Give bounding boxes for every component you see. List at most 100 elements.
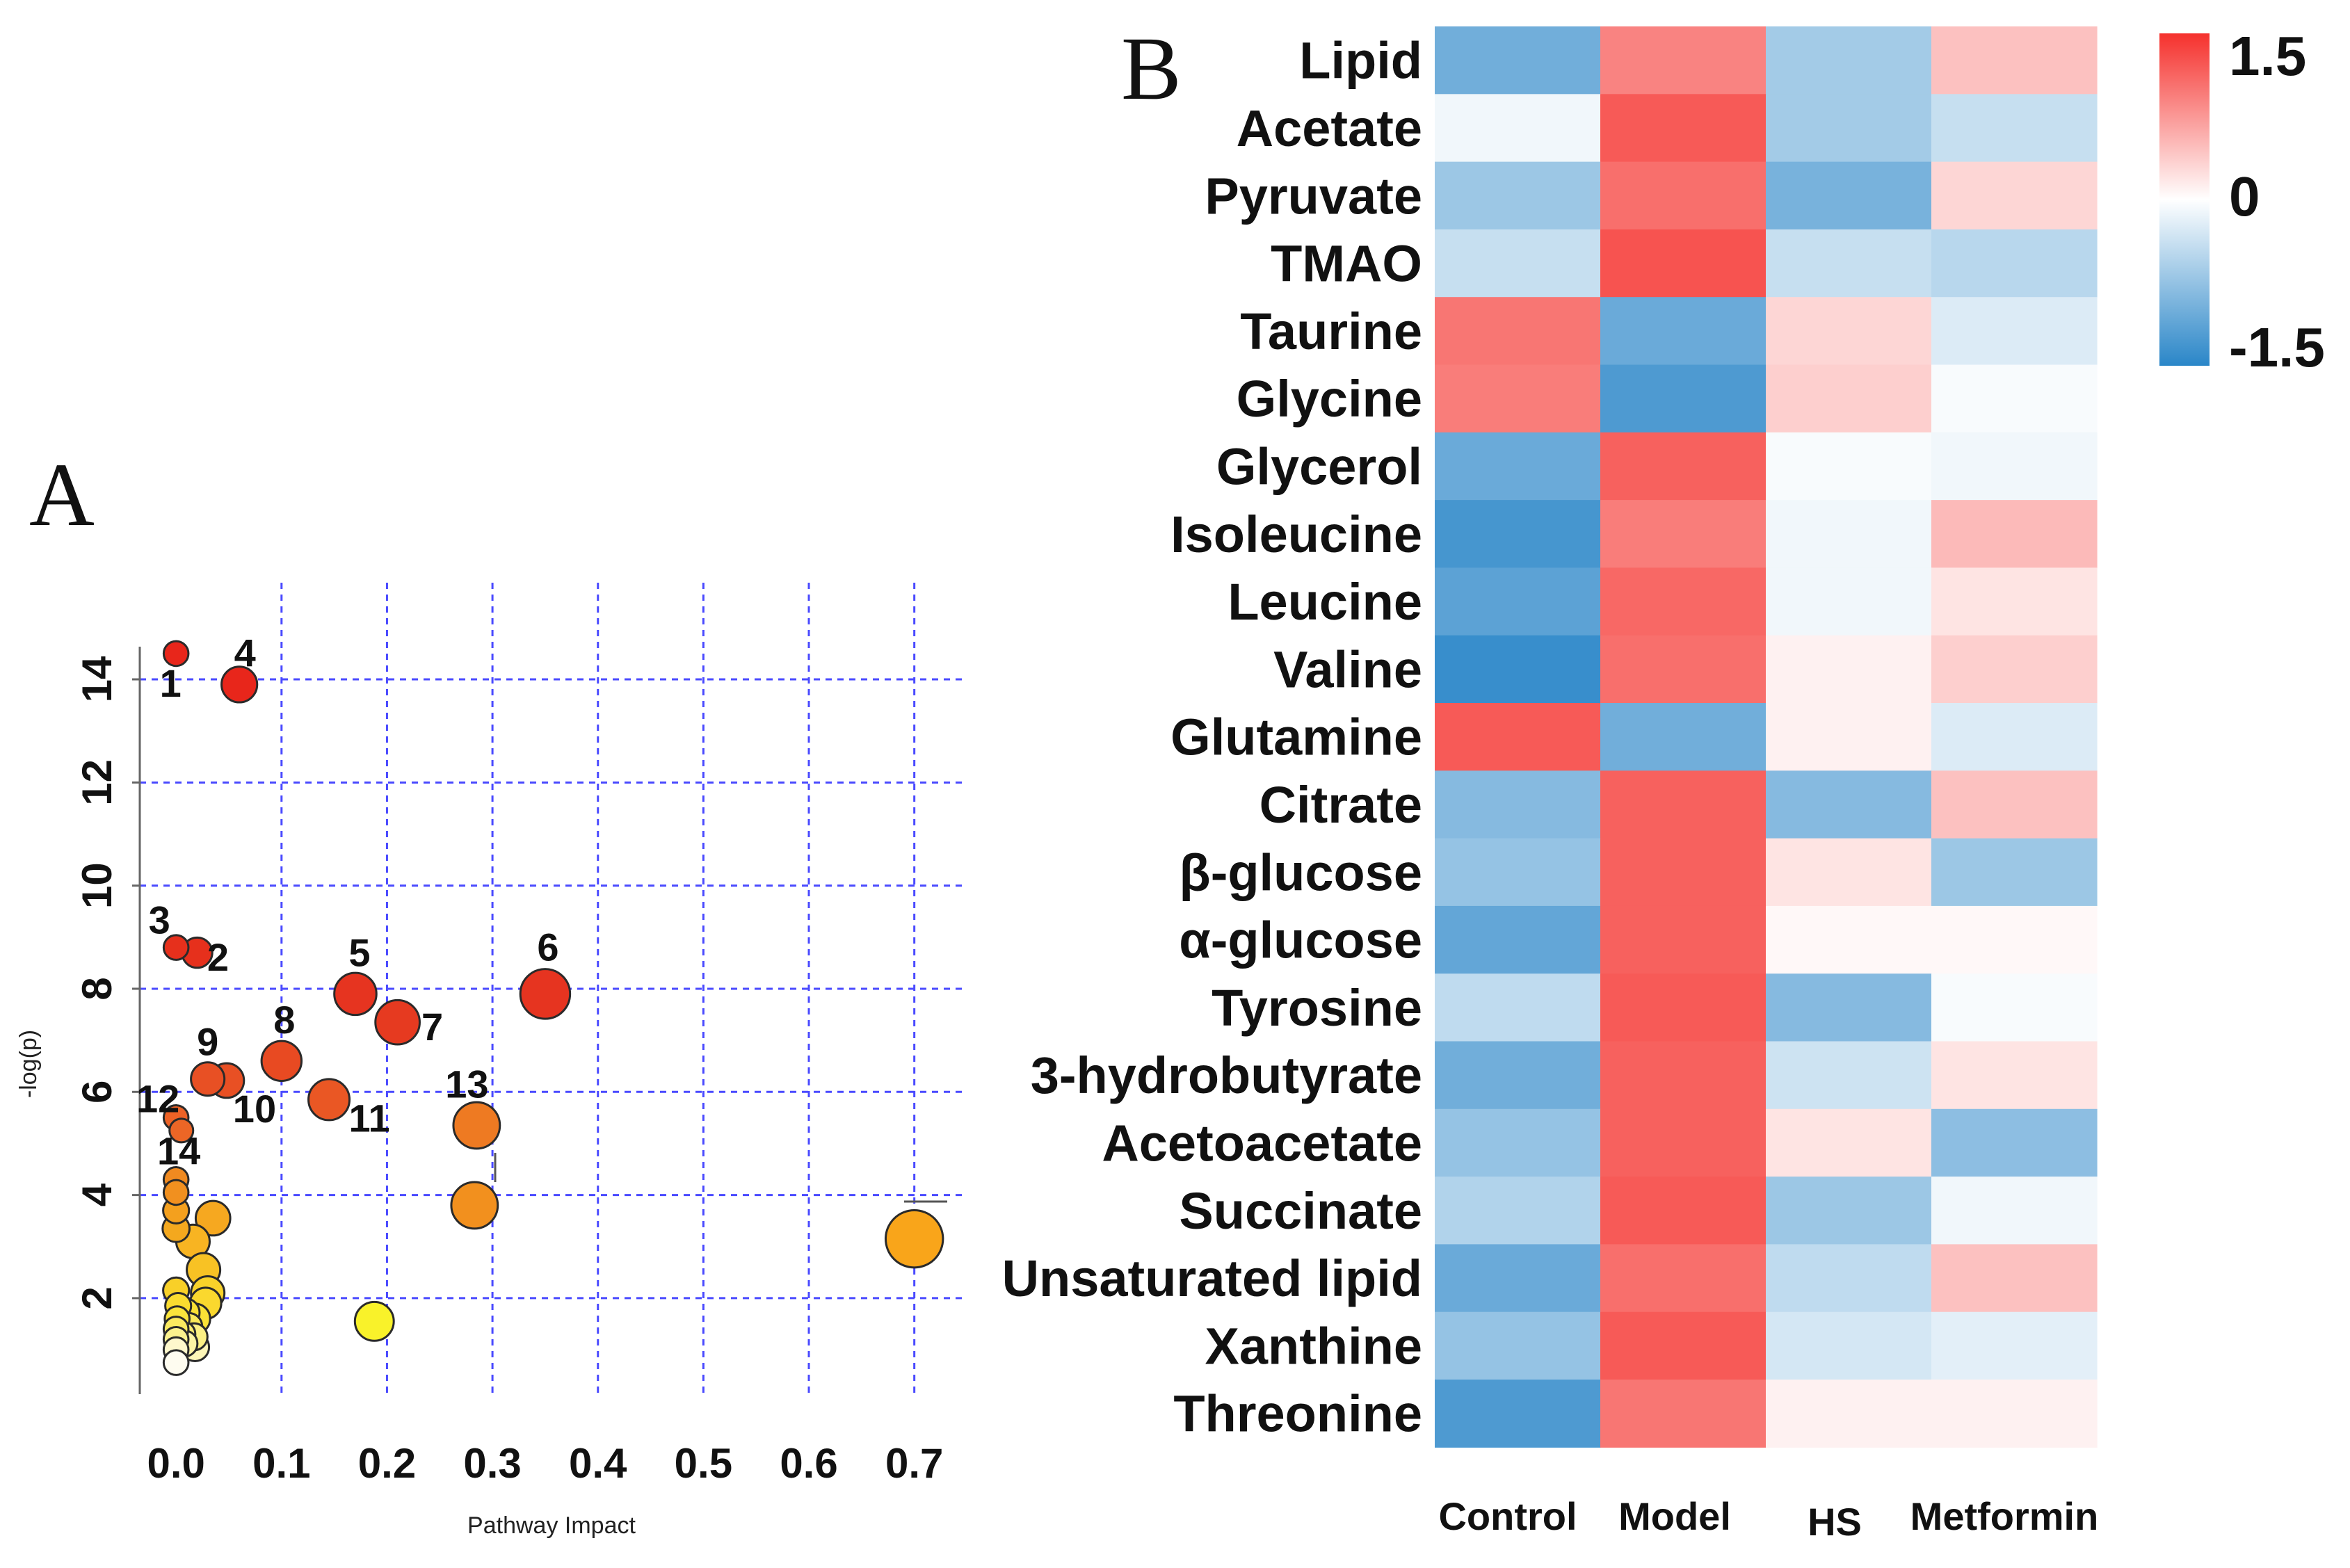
heatmap-cell xyxy=(1600,973,1766,1042)
heatmap-cell xyxy=(1766,1311,1932,1380)
heatmap-row-label: Acetoacetate xyxy=(1102,1114,1422,1172)
scatter-point xyxy=(162,1179,190,1206)
heatmap-cell xyxy=(1600,838,1766,907)
heatmap-cell xyxy=(1931,1177,2098,1245)
heatmap-cell xyxy=(1435,973,1601,1042)
point-label-5: 5 xyxy=(348,930,370,974)
heatmap-cell xyxy=(1435,703,1601,771)
scatter-point xyxy=(162,1349,190,1376)
heatmap-cell xyxy=(1600,364,1766,433)
scatter-points xyxy=(161,640,944,1376)
heatmap-row-label: Unsaturated lipid xyxy=(1002,1250,1422,1307)
point-label-2: 2 xyxy=(207,935,229,979)
y-axis-title: -log(p) xyxy=(15,1030,42,1098)
heatmap-row-label: Acetate xyxy=(1237,99,1422,157)
scatter-point xyxy=(168,1117,195,1144)
heatmap-cell xyxy=(1435,432,1601,501)
heatmap-cell xyxy=(1600,1041,1766,1110)
heatmap-cell xyxy=(1600,26,1766,95)
point-label-14: 14 xyxy=(157,1129,200,1172)
panel-b-letter: B xyxy=(1121,19,1182,119)
scatter-point-7 xyxy=(374,999,421,1046)
y-tick-labels: 2 4 6 8 10 12 14 xyxy=(74,656,120,1310)
heatmap-cell xyxy=(1600,1177,1766,1245)
heatmap-row-label: β-glucose xyxy=(1180,843,1422,901)
heatmap-cell xyxy=(1931,1244,2098,1313)
point-label-4: 4 xyxy=(234,631,256,674)
heatmap-column-label: Model xyxy=(1618,1494,1731,1538)
x-tick-label: 0.5 xyxy=(675,1440,732,1487)
scatter-point-3 xyxy=(162,934,190,961)
scatter-point-9 xyxy=(190,1061,226,1097)
scatter-point-5 xyxy=(333,971,378,1017)
scatter-point-13 xyxy=(452,1101,501,1150)
heatmap-cell xyxy=(1766,229,1932,298)
heatmap-cell xyxy=(1600,500,1766,568)
heatmap-cell xyxy=(1766,432,1932,501)
heatmap-row-label: Xanthine xyxy=(1205,1317,1422,1375)
x-tick-labels: 0.0 0.1 0.2 0.3 0.4 0.5 0.6 0.7 xyxy=(147,1440,943,1487)
heatmap-cell xyxy=(1600,770,1766,839)
heatmap-cell xyxy=(1600,297,1766,366)
heatmap-cell xyxy=(1435,26,1601,95)
heatmap-cell xyxy=(1931,1380,2098,1448)
heatmap-cell xyxy=(1435,1311,1601,1380)
heatmap-cell xyxy=(1435,1244,1601,1313)
colorbar-min-label: -1.5 xyxy=(2229,316,2325,378)
heatmap-row-label: Valine xyxy=(1273,640,1422,698)
x-tick-label: 0.3 xyxy=(463,1440,521,1487)
heatmap-cell xyxy=(1766,500,1932,568)
scatter-point-11 xyxy=(307,1078,351,1122)
heatmap-cell xyxy=(1766,161,1932,230)
x-tick-label: 0.6 xyxy=(780,1440,837,1487)
heatmap-cell xyxy=(1931,905,2098,974)
heatmap-cell xyxy=(1931,94,2098,163)
x-axis-title: Pathway Impact xyxy=(467,1512,636,1539)
heatmap-cell xyxy=(1766,1041,1932,1110)
panel-a-letter: A xyxy=(29,445,95,545)
heatmap-cell xyxy=(1435,364,1601,433)
y-tick-label: 10 xyxy=(74,862,120,909)
heatmap-column-labels: Control Model HS Metformin xyxy=(1438,1494,2098,1544)
heatmap-cell xyxy=(1931,432,2098,501)
point-label-1: 1 xyxy=(160,661,182,705)
scatter-point-6 xyxy=(519,968,572,1020)
colorbar-max-label: 1.5 xyxy=(2229,25,2306,87)
heatmap-cell xyxy=(1435,1380,1601,1448)
heatmap-cell xyxy=(1435,1108,1601,1177)
heatmap-cell xyxy=(1766,905,1932,974)
heatmap-cell xyxy=(1931,838,2098,907)
heatmap-cell xyxy=(1600,703,1766,771)
point-label-3: 3 xyxy=(149,898,170,942)
scatter-point-8 xyxy=(260,1040,303,1083)
y-tick-label: 8 xyxy=(74,977,120,1000)
heatmap-cell xyxy=(1600,567,1766,636)
point-label-8: 8 xyxy=(273,998,295,1042)
heatmap-row-label: Taurine xyxy=(1240,302,1422,360)
heatmap-cell xyxy=(1766,1380,1932,1448)
heatmap-cell xyxy=(1766,364,1932,433)
heatmap-cell xyxy=(1766,1108,1932,1177)
heatmap-cell xyxy=(1931,1311,2098,1380)
heatmap-row-label: 3-hydrobutyrate xyxy=(1031,1046,1422,1104)
heatmap-row-label: Lipid xyxy=(1299,32,1422,90)
heatmap-cell xyxy=(1766,1244,1932,1313)
heatmap-row-label: Glutamine xyxy=(1170,709,1422,766)
heatmap-cell xyxy=(1435,838,1601,907)
heatmap-cell xyxy=(1600,1244,1766,1313)
heatmap-cell xyxy=(1600,1108,1766,1177)
heatmap-cells xyxy=(1435,26,2098,1448)
scatter-point xyxy=(194,1199,232,1237)
heatmap-cell xyxy=(1435,500,1601,568)
heatmap-cell xyxy=(1766,567,1932,636)
heatmap-cell xyxy=(1600,635,1766,704)
heatmap-cell xyxy=(1435,905,1601,974)
heatmap-cell xyxy=(1766,635,1932,704)
heatmap-cell xyxy=(1600,1380,1766,1448)
heatmap-cell xyxy=(1931,567,2098,636)
heatmap-row-label: Threonine xyxy=(1173,1385,1422,1443)
heatmap-cell xyxy=(1435,297,1601,366)
